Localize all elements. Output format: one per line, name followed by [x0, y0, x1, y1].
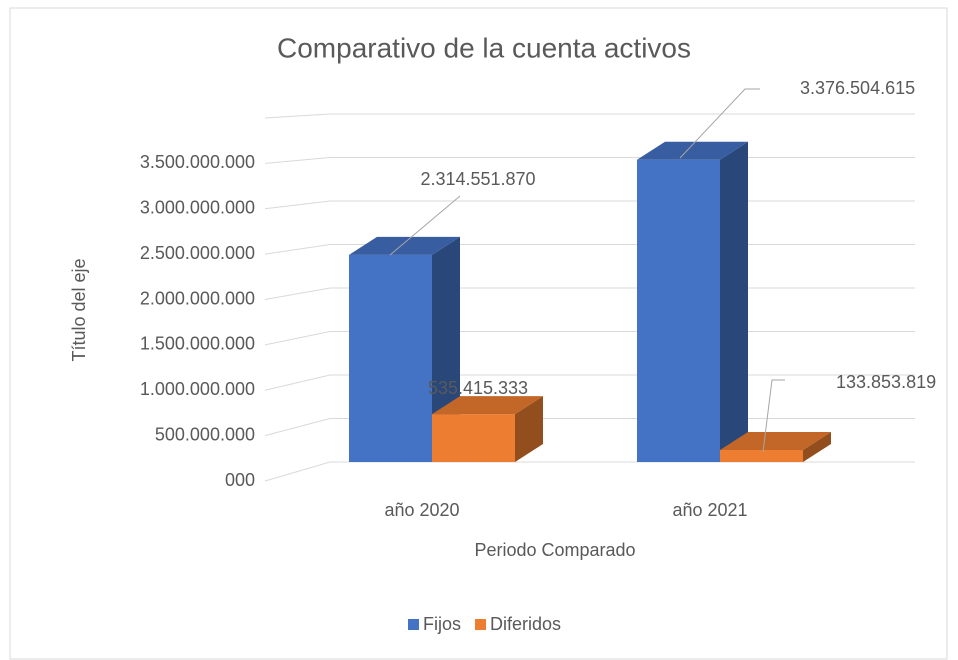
- legend-label: Diferidos: [490, 614, 561, 634]
- leader-line: [679, 88, 760, 159]
- leader-line: [389, 195, 461, 256]
- y-tick-label: 1.500.000.000: [140, 334, 255, 354]
- bar-front: [637, 159, 720, 462]
- chart-title: Comparativo de la cuenta activos: [277, 32, 691, 63]
- y-tick-label: 1.000.000.000: [140, 379, 255, 399]
- bar-front: [720, 450, 803, 462]
- y-tick-label: 000: [225, 470, 255, 490]
- bar-top: [432, 396, 543, 415]
- y-tick-label: 3.500.000.000: [140, 152, 255, 172]
- data-label: 2.314.551.870: [420, 169, 535, 189]
- x-tick-label: año 2020: [384, 500, 459, 520]
- bar-front: [349, 254, 432, 462]
- data-label: 535.415.333: [428, 378, 528, 398]
- legend-swatch: [475, 619, 487, 630]
- leader-line: [762, 379, 785, 453]
- bar: [720, 432, 831, 462]
- x-tick-label: año 2021: [672, 500, 747, 520]
- y-tick-label: 2.500.000.000: [140, 243, 255, 263]
- bar-side: [720, 141, 748, 462]
- y-tick-label: 500.000.000: [155, 424, 255, 444]
- bar: [432, 396, 543, 462]
- bar-front: [432, 414, 515, 462]
- legend-label: Fijos: [423, 614, 461, 634]
- chart-border: [9, 7, 948, 660]
- y-axis-title: Título del eje: [69, 258, 89, 361]
- bar-side: [803, 432, 831, 462]
- x-axis-title: Periodo Comparado: [474, 540, 635, 560]
- bar: [637, 141, 748, 462]
- bar-top: [720, 432, 831, 451]
- legend-swatch: [408, 619, 419, 630]
- bar-side: [515, 396, 543, 462]
- bar-top: [349, 236, 460, 255]
- data-label: 133.853.819: [836, 372, 936, 392]
- y-tick-label: 2.000.000.000: [140, 288, 255, 308]
- y-tick-label: 3.000.000.000: [140, 198, 255, 218]
- grid-line: [264, 113, 915, 119]
- bar-top: [637, 141, 748, 160]
- data-label: 3.376.504.615: [800, 78, 915, 98]
